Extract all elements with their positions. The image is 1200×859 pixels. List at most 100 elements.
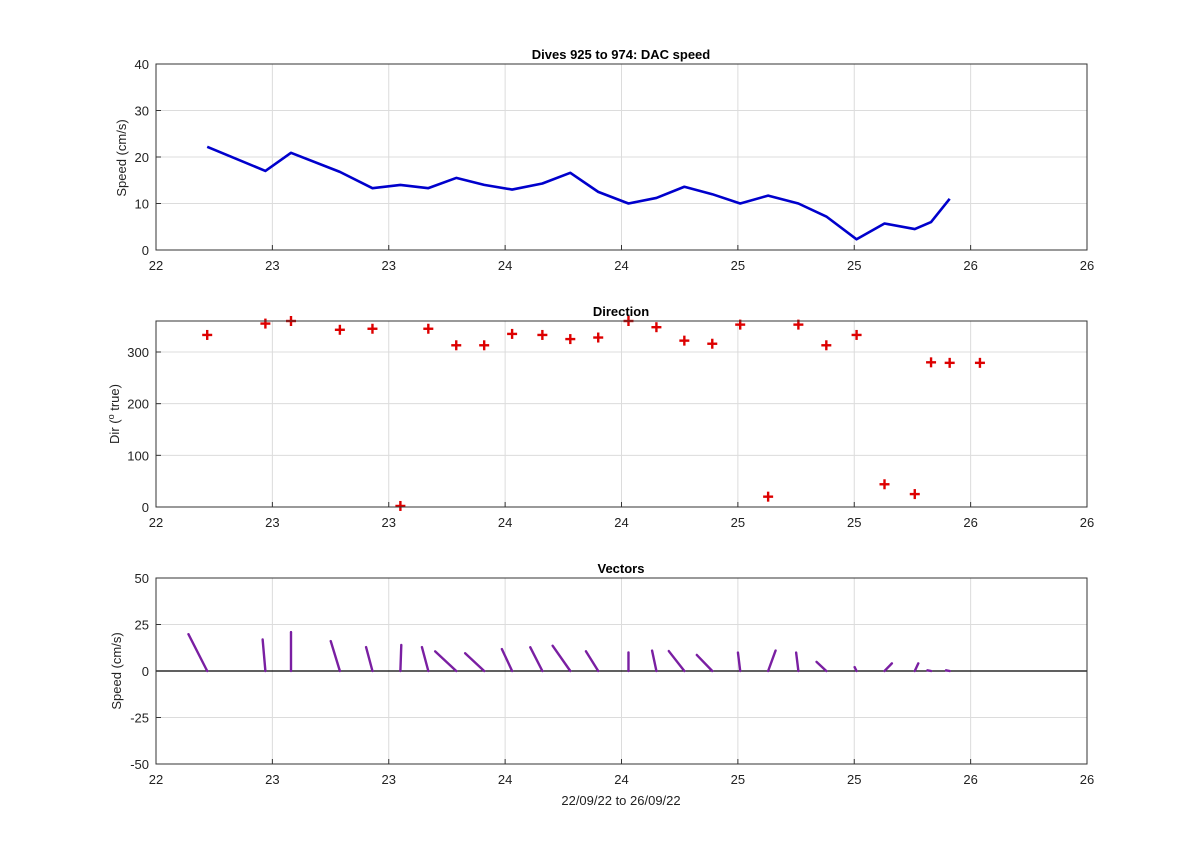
x-tick-label: 25 — [731, 515, 745, 530]
vector-stick — [794, 651, 800, 673]
x-tick-label: 22 — [149, 772, 163, 787]
vector-stick — [926, 669, 933, 673]
vectors-panel-xticks: 22 23 23 24 24 25 25 26 26 — [149, 759, 1094, 787]
direction-point — [707, 338, 718, 349]
vector-stick — [667, 649, 686, 673]
direction-point — [909, 489, 920, 500]
direction-panel-grid — [155, 321, 1088, 508]
direction-point — [334, 324, 345, 335]
vector-stick — [463, 652, 486, 673]
vectors-panel-ylabel: Speed (cm/s) — [109, 632, 124, 709]
x-tick-label: 24 — [498, 258, 512, 273]
direction-point — [479, 340, 490, 351]
vector-stick — [695, 653, 714, 673]
vector-stick — [500, 647, 514, 673]
direction-point — [763, 491, 774, 502]
y-tick-label: 0 — [142, 500, 149, 515]
x-tick-label: 23 — [382, 258, 396, 273]
direction-point — [926, 357, 937, 368]
direction-point — [879, 479, 890, 490]
x-tick-label: 26 — [963, 515, 977, 530]
x-tick-label: 24 — [498, 772, 512, 787]
x-tick-label: 22 — [149, 258, 163, 273]
vector-stick — [766, 649, 777, 673]
y-tick-label: 25 — [135, 618, 149, 633]
direction-ylabel-degree: o — [106, 414, 116, 419]
direction-point — [423, 323, 434, 334]
x-tick-label: 24 — [614, 258, 628, 273]
direction-point — [821, 340, 832, 351]
y-tick-label: 0 — [142, 243, 149, 258]
direction-point — [202, 329, 213, 340]
x-tick-label: 23 — [265, 515, 279, 530]
vector-stick — [551, 644, 572, 673]
y-tick-label: 200 — [127, 397, 149, 412]
x-tick-label: 25 — [847, 515, 861, 530]
y-tick-label: -50 — [130, 757, 149, 772]
direction-point — [679, 335, 690, 346]
vector-stick — [650, 649, 658, 673]
speed-panel: Dives 925 to 974: DAC speed Speed (cm/s)… — [114, 47, 1094, 273]
direction-panel-xticks: 22 23 23 24 24 25 25 26 26 — [149, 502, 1094, 530]
y-tick-label: 30 — [135, 104, 149, 119]
x-tick-label: 25 — [847, 258, 861, 273]
x-tick-label: 26 — [963, 772, 977, 787]
direction-panel-title: Direction — [593, 304, 649, 319]
vector-stick — [736, 651, 742, 673]
vector-stick — [584, 650, 600, 673]
x-tick-label: 23 — [265, 258, 279, 273]
x-tick-label: 25 — [847, 772, 861, 787]
direction-point — [851, 329, 862, 340]
vector-stick — [913, 662, 920, 673]
vector-stick — [420, 645, 430, 673]
vector-stick — [433, 650, 458, 673]
y-tick-label: 0 — [142, 664, 149, 679]
direction-panel-ylabel: Dir (o true) — [106, 384, 122, 444]
direction-panel-yticks: 0 100 200 300 — [127, 345, 161, 515]
direction-point — [451, 340, 462, 351]
x-tick-label: 23 — [382, 772, 396, 787]
x-tick-label: 25 — [731, 258, 745, 273]
figure-xlabel: 22/09/22 to 26/09/22 — [561, 793, 680, 808]
x-tick-label: 25 — [731, 772, 745, 787]
x-tick-label: 22 — [149, 515, 163, 530]
vector-stick — [187, 633, 209, 673]
speed-panel-xticks: 22 23 23 24 24 25 25 26 26 — [149, 245, 1094, 273]
vectors-panel-title: Vectors — [598, 561, 645, 576]
direction-point — [395, 500, 406, 511]
speed-panel-grid — [155, 63, 1088, 251]
speed-panel-frame — [155, 63, 1088, 251]
direction-point — [565, 334, 576, 345]
vector-stick — [329, 639, 342, 673]
vectors-panel-frame — [155, 577, 1088, 765]
vector-stick — [399, 643, 403, 673]
vector-stick — [883, 662, 894, 673]
direction-panel: Direction Dir (o true) 22 23 23 24 24 25 25 26 2… — [106, 304, 1094, 530]
direction-point — [367, 323, 378, 334]
x-tick-label: 26 — [963, 258, 977, 273]
y-tick-label: 20 — [135, 150, 149, 165]
speed-panel-title: Dives 925 to 974: DAC speed — [532, 47, 711, 62]
vectors-panel-yticks: -50 -25 0 25 50 — [130, 571, 161, 772]
vector-stick — [815, 660, 828, 673]
y-tick-label: -25 — [130, 711, 149, 726]
speed-panel-marks — [206, 145, 951, 241]
x-tick-label: 26 — [1080, 515, 1094, 530]
vectors-panel-marks — [156, 630, 1087, 673]
direction-panel-marks — [202, 316, 985, 511]
x-tick-label: 24 — [498, 515, 512, 530]
vector-stick — [853, 665, 858, 673]
y-tick-label: 10 — [135, 197, 149, 212]
direction-ylabel-prefix: Dir ( — [107, 419, 122, 444]
speed-panel-yticks: 0 10 20 30 40 — [135, 57, 161, 258]
speed-series-line — [206, 145, 951, 241]
x-tick-label: 26 — [1080, 772, 1094, 787]
direction-point — [593, 332, 604, 343]
y-tick-label: 40 — [135, 57, 149, 72]
direction-point — [260, 318, 271, 329]
direction-ylabel-suffix: true) — [107, 384, 122, 414]
x-tick-label: 24 — [614, 515, 628, 530]
vectors-panel: Vectors Speed (cm/s) 22 23 23 24 24 25 25 26 26 … — [109, 561, 1094, 808]
x-tick-label: 24 — [614, 772, 628, 787]
direction-point — [944, 357, 955, 368]
